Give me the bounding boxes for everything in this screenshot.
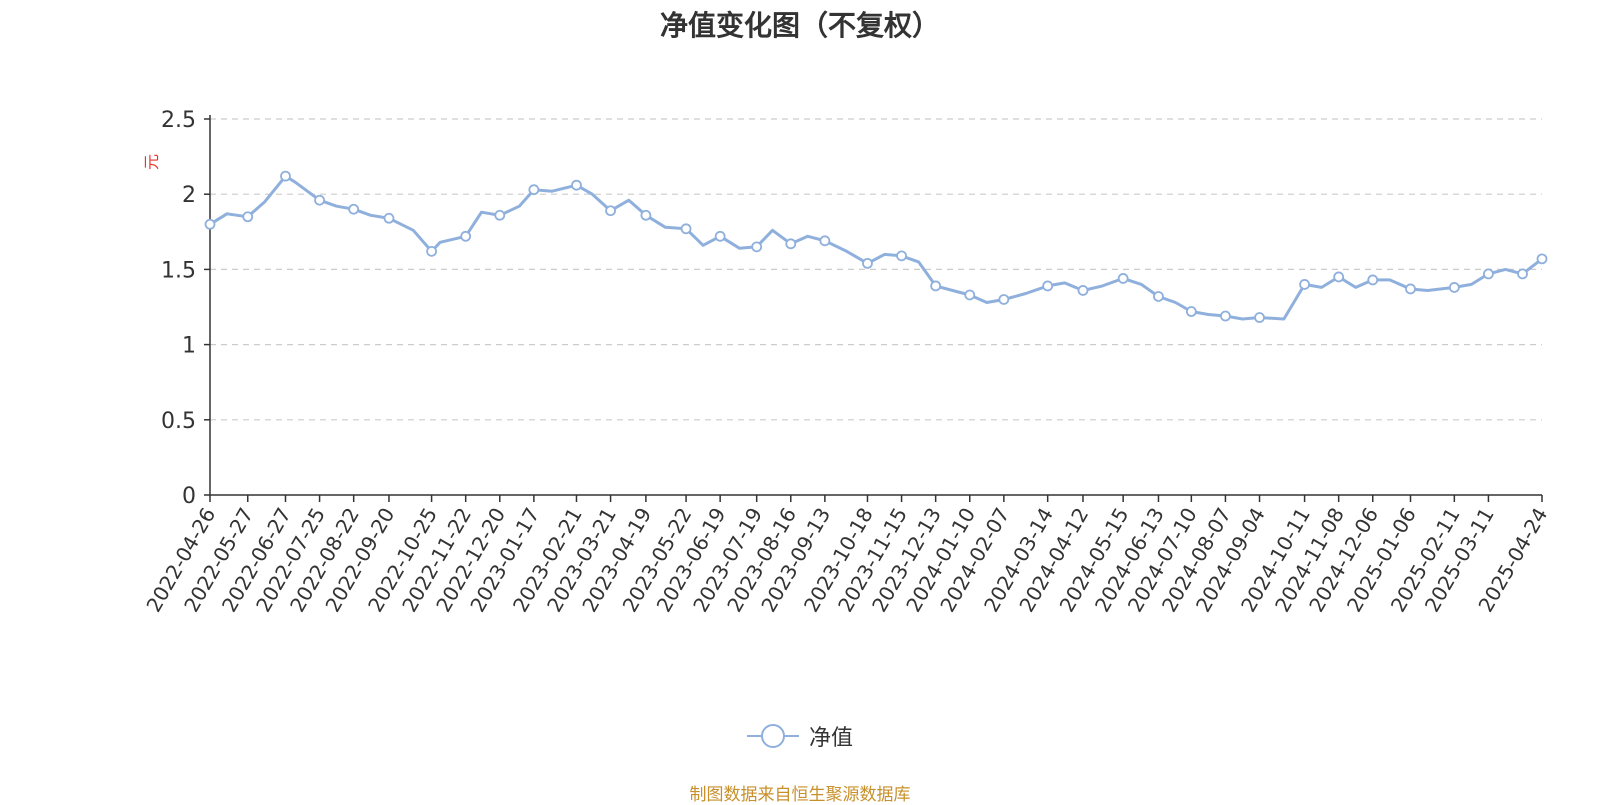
data-point <box>751 241 763 253</box>
legend-label: 净值 <box>808 726 853 751</box>
data-point <box>1117 273 1129 284</box>
chart-title: 净值变化图（不复权） <box>659 9 940 42</box>
tick-labels: 00.511.522.5元2022-04-262022-05-272022-06… <box>141 108 1552 616</box>
data-point <box>426 245 437 257</box>
data-point <box>528 184 540 196</box>
y-tick-label: 2.5 <box>161 108 196 133</box>
data-point <box>998 294 1010 305</box>
y-tick-label: 0 <box>182 484 196 509</box>
data-point <box>1448 282 1460 293</box>
data-point <box>1517 268 1528 280</box>
data-point <box>964 289 976 301</box>
data-point <box>383 212 395 224</box>
data-point <box>571 179 582 191</box>
y-tick-label: 1 <box>182 334 196 359</box>
series-line <box>209 174 1543 321</box>
data-point <box>1042 280 1054 292</box>
data-source-note: 制图数据来自恒生聚源数据库 <box>689 785 911 805</box>
data-point <box>494 209 506 221</box>
data-point <box>1367 274 1379 286</box>
legend[interactable]: 净值 <box>0 720 1600 752</box>
y-axis-label: 元 <box>142 154 161 170</box>
series-point-layer <box>204 170 1548 323</box>
data-point <box>1536 253 1548 265</box>
data-point <box>714 230 726 242</box>
y-tick-label: 2 <box>182 183 196 208</box>
data-point <box>785 238 797 250</box>
data-point <box>819 235 831 247</box>
series-line-layer <box>209 174 1543 321</box>
data-point <box>1077 285 1089 296</box>
data-point <box>1185 306 1197 317</box>
data-point <box>1333 271 1345 283</box>
gridlines <box>210 118 1542 421</box>
data-point <box>680 223 692 235</box>
data-point <box>280 170 291 182</box>
data-point <box>460 230 472 242</box>
data-point <box>314 194 325 206</box>
data-point <box>348 203 360 215</box>
data-point <box>204 218 216 230</box>
data-point <box>242 211 254 223</box>
axes <box>204 115 1543 502</box>
y-tick-label: 0.5 <box>161 409 196 434</box>
data-point <box>1299 279 1310 290</box>
data-point <box>930 280 942 292</box>
data-point <box>896 250 907 262</box>
data-point <box>1153 291 1164 302</box>
data-point <box>1254 312 1265 323</box>
data-point <box>862 257 873 269</box>
data-point <box>1220 310 1231 322</box>
data-point <box>1405 283 1416 295</box>
y-tick-label: 1.5 <box>161 258 196 283</box>
data-point <box>605 205 616 217</box>
data-point <box>1483 268 1494 280</box>
data-point <box>640 209 652 221</box>
legend-line-circle-icon <box>746 724 799 748</box>
